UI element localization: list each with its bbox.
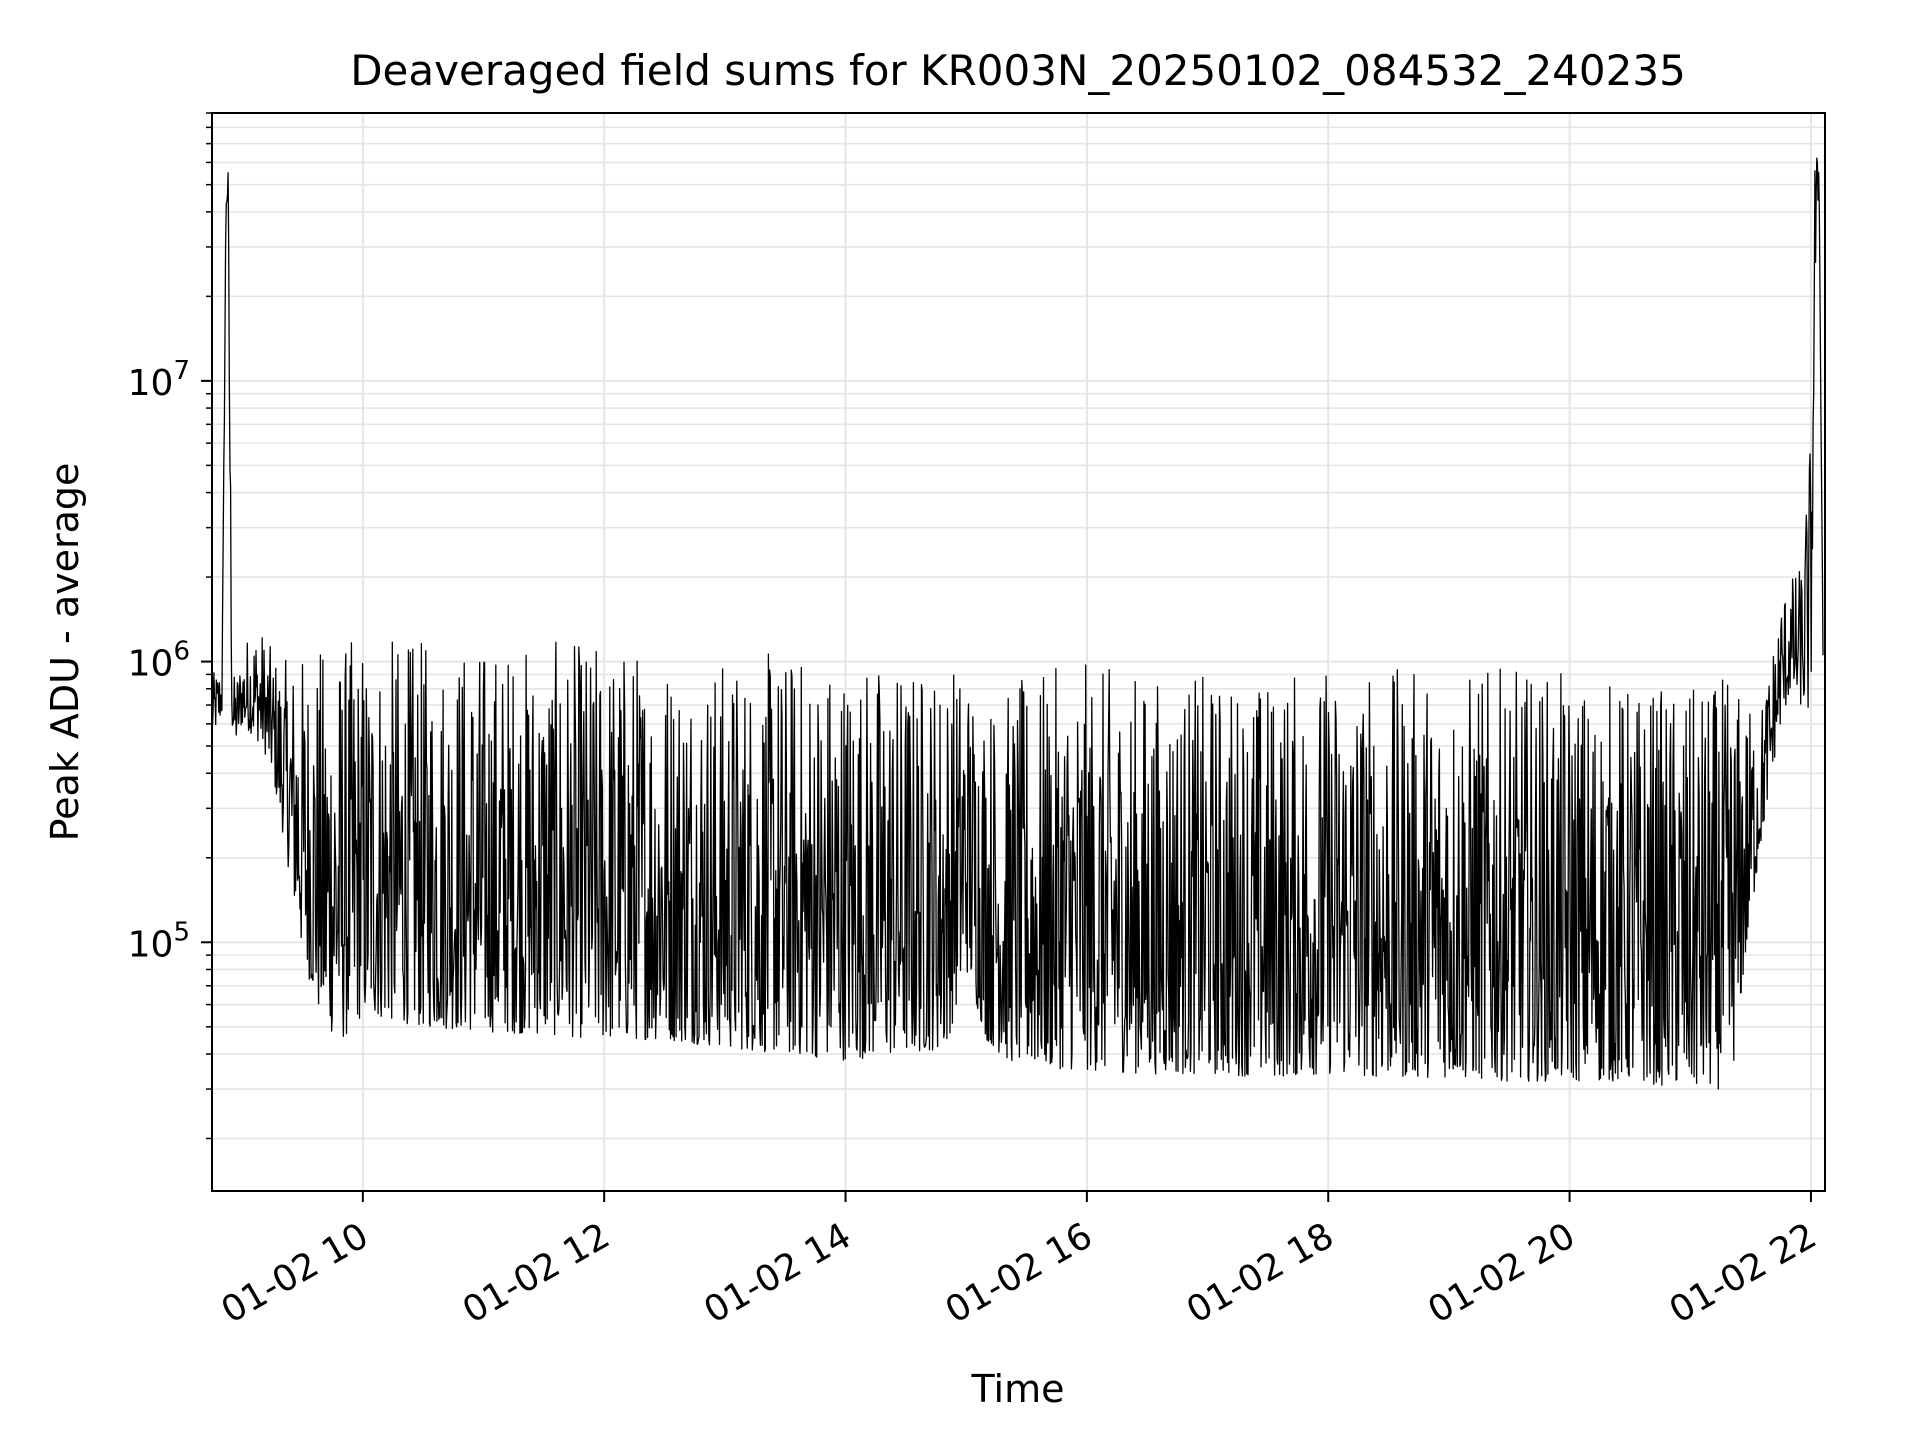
x-axis-label: Time <box>971 1367 1065 1411</box>
y-tick-label: 106 <box>128 637 190 685</box>
plot-area-frame <box>211 112 1826 1192</box>
series-line <box>211 157 1824 1090</box>
y-tick-label: 105 <box>128 917 190 965</box>
y-axis-label: Peak ADU - average <box>43 463 87 842</box>
series-line-group <box>211 157 1824 1090</box>
chart-title: Deaveraged field sums for KR003N_2025010… <box>350 46 1686 95</box>
y-axis: 105 106 107 <box>128 112 212 1140</box>
y-tick-label: 107 <box>128 356 190 404</box>
